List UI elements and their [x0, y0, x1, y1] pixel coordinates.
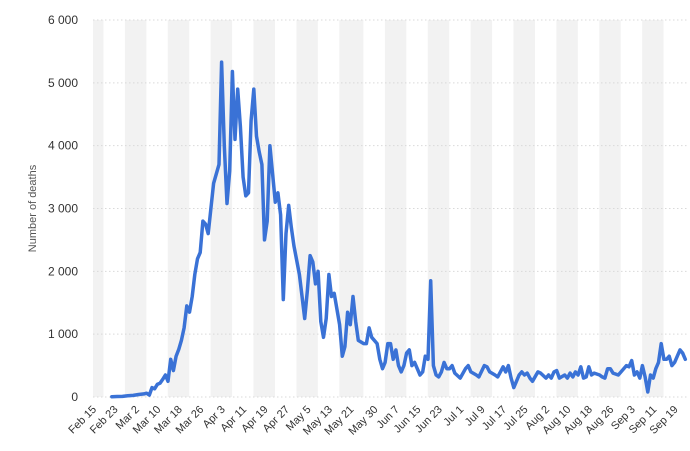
y-tick-label: 0 [71, 390, 78, 404]
background-band [124, 20, 147, 397]
y-tick-label: 5 000 [48, 76, 78, 90]
background-band [556, 20, 578, 397]
background-band [339, 20, 364, 397]
y-tick-label: 4 000 [48, 139, 78, 153]
y-tick-label: 6 000 [48, 13, 78, 27]
x-tick-label: Jul 25 [501, 404, 530, 433]
gridlines [93, 19, 688, 398]
background-band [384, 20, 407, 397]
background-band [296, 20, 318, 397]
y-tick-label: 2 000 [48, 264, 78, 278]
background-band [513, 20, 535, 397]
y-tick-label: 3 000 [48, 202, 78, 216]
x-tick-label: Jul 1 [441, 404, 466, 429]
y-axis-label: Number of deaths [27, 164, 39, 252]
y-tick-label: 1 000 [48, 327, 78, 341]
y-axis-ticks: 0 1 000 2 000 3 000 4 000 5 000 6 000 [48, 13, 78, 404]
deaths-series-line [110, 60, 688, 399]
background-band [642, 20, 664, 397]
